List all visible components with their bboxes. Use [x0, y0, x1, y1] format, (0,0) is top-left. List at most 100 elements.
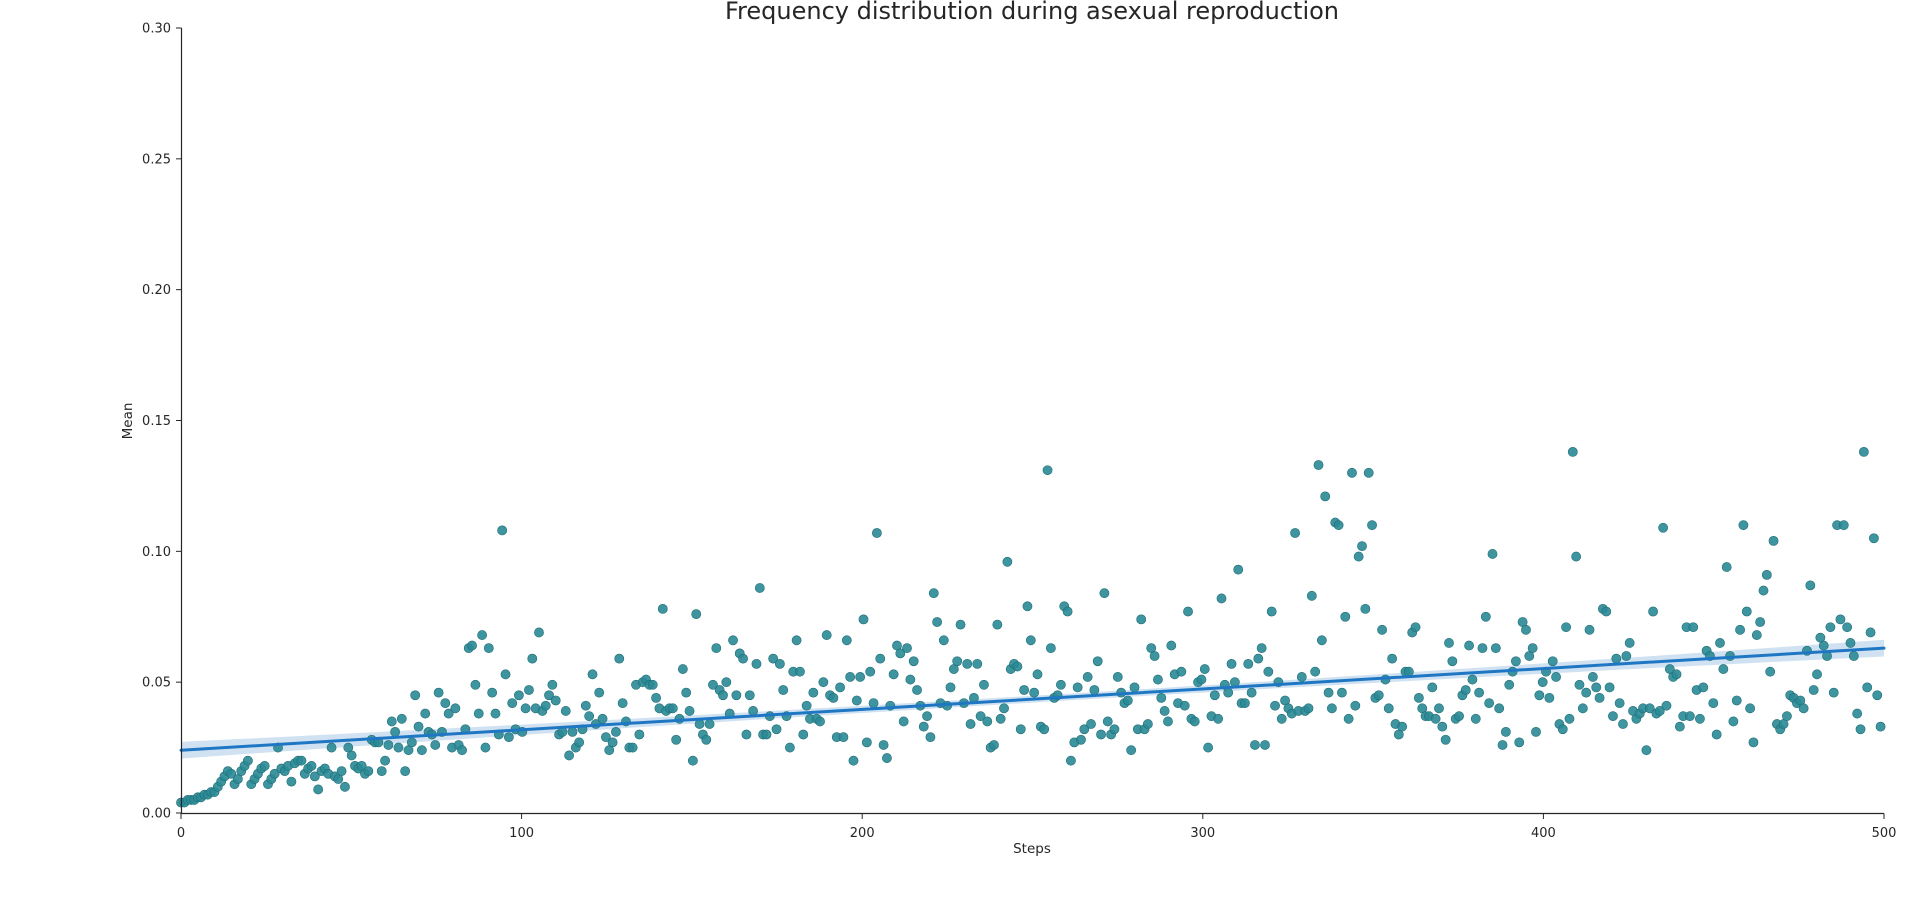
data-point [497, 525, 508, 536]
data-point [380, 755, 390, 766]
data-point [1112, 672, 1123, 682]
data-point [838, 732, 849, 743]
data-point [848, 755, 859, 766]
data-point [1430, 713, 1441, 724]
data-point [1079, 724, 1090, 735]
y-tick-label: 0.30 [142, 22, 171, 37]
y-axis-ticks: 0.00 0.05 0.10 0.15 0.20 0.25 0.30 [142, 22, 182, 822]
data-point [1782, 711, 1792, 722]
data-point [684, 706, 695, 716]
data-point [955, 619, 966, 630]
x-tick-label: 200 [850, 826, 875, 841]
data-point [691, 609, 702, 620]
data-point [1143, 719, 1153, 729]
data-point [550, 695, 561, 706]
data-point [1166, 640, 1177, 651]
data-point [801, 700, 812, 711]
data-point [865, 666, 876, 677]
data-point [1042, 465, 1053, 476]
x-tick-label: 100 [509, 826, 534, 841]
data-point [952, 656, 963, 667]
data-point [1126, 745, 1137, 756]
data-point [821, 630, 832, 640]
data-point [1735, 624, 1745, 635]
data-point [795, 666, 805, 677]
data-points [176, 446, 1886, 808]
data-point [1149, 651, 1160, 661]
data-point [1511, 656, 1521, 667]
data-point [1464, 640, 1474, 651]
data-point [1644, 703, 1655, 714]
data-point [514, 690, 524, 701]
data-point [1728, 716, 1739, 727]
data-point [1818, 640, 1829, 651]
data-point [1122, 695, 1133, 706]
data-point [420, 708, 431, 719]
data-point [1474, 687, 1485, 698]
data-point [965, 719, 976, 729]
data-point [243, 755, 253, 766]
data-point [269, 768, 280, 779]
data-point [992, 619, 1003, 630]
data-point [1109, 724, 1120, 735]
data-point [467, 640, 477, 651]
data-point [336, 766, 347, 777]
data-point [313, 784, 324, 795]
data-point [1574, 679, 1585, 690]
data-point [1082, 672, 1093, 682]
data-point [975, 711, 986, 722]
data-point [1015, 724, 1026, 735]
data-point [1480, 611, 1491, 622]
data-point [1427, 682, 1438, 693]
data-point [1199, 664, 1210, 674]
data-point [828, 692, 839, 703]
data-point [1594, 692, 1605, 703]
data-point [1444, 638, 1454, 648]
data-point [1711, 729, 1722, 740]
data-point [1618, 719, 1628, 729]
data-point [1654, 706, 1665, 716]
data-point [1748, 737, 1759, 748]
y-tick-label: 0.25 [142, 152, 171, 167]
data-point [774, 658, 785, 669]
data-point [1858, 446, 1869, 457]
data-point [995, 713, 1006, 724]
data-point [1260, 740, 1270, 750]
data-point [791, 635, 802, 646]
data-point [1276, 713, 1287, 724]
data-point [296, 755, 307, 766]
data-point [989, 740, 999, 750]
data-point [1855, 724, 1866, 735]
data-point [1306, 590, 1317, 601]
data-point [1500, 726, 1511, 737]
data-point [1571, 551, 1582, 562]
data-point [1076, 734, 1086, 745]
data-point [611, 726, 621, 737]
data-point [1514, 737, 1525, 748]
data-point [962, 658, 973, 669]
data-point [580, 700, 591, 711]
data-point [1454, 711, 1464, 722]
data-point [607, 737, 618, 748]
data-point [1340, 611, 1351, 622]
data-point [597, 713, 608, 724]
data-point [1608, 711, 1618, 722]
data-point [1413, 692, 1424, 703]
data-point [259, 761, 270, 771]
data-point [1828, 687, 1839, 698]
data-point [386, 716, 397, 727]
data-point [912, 685, 922, 695]
data-point [1440, 734, 1451, 745]
data-point [1403, 666, 1414, 677]
x-tick-label: 500 [1872, 826, 1897, 841]
data-point [1470, 713, 1481, 724]
data-point [701, 734, 712, 745]
data-point [634, 729, 645, 740]
data-point [657, 604, 668, 614]
data-point [731, 690, 742, 701]
data-point [1296, 672, 1307, 682]
data-point [761, 729, 772, 740]
data-point [808, 687, 819, 698]
y-tick-label: 0.05 [142, 676, 171, 691]
